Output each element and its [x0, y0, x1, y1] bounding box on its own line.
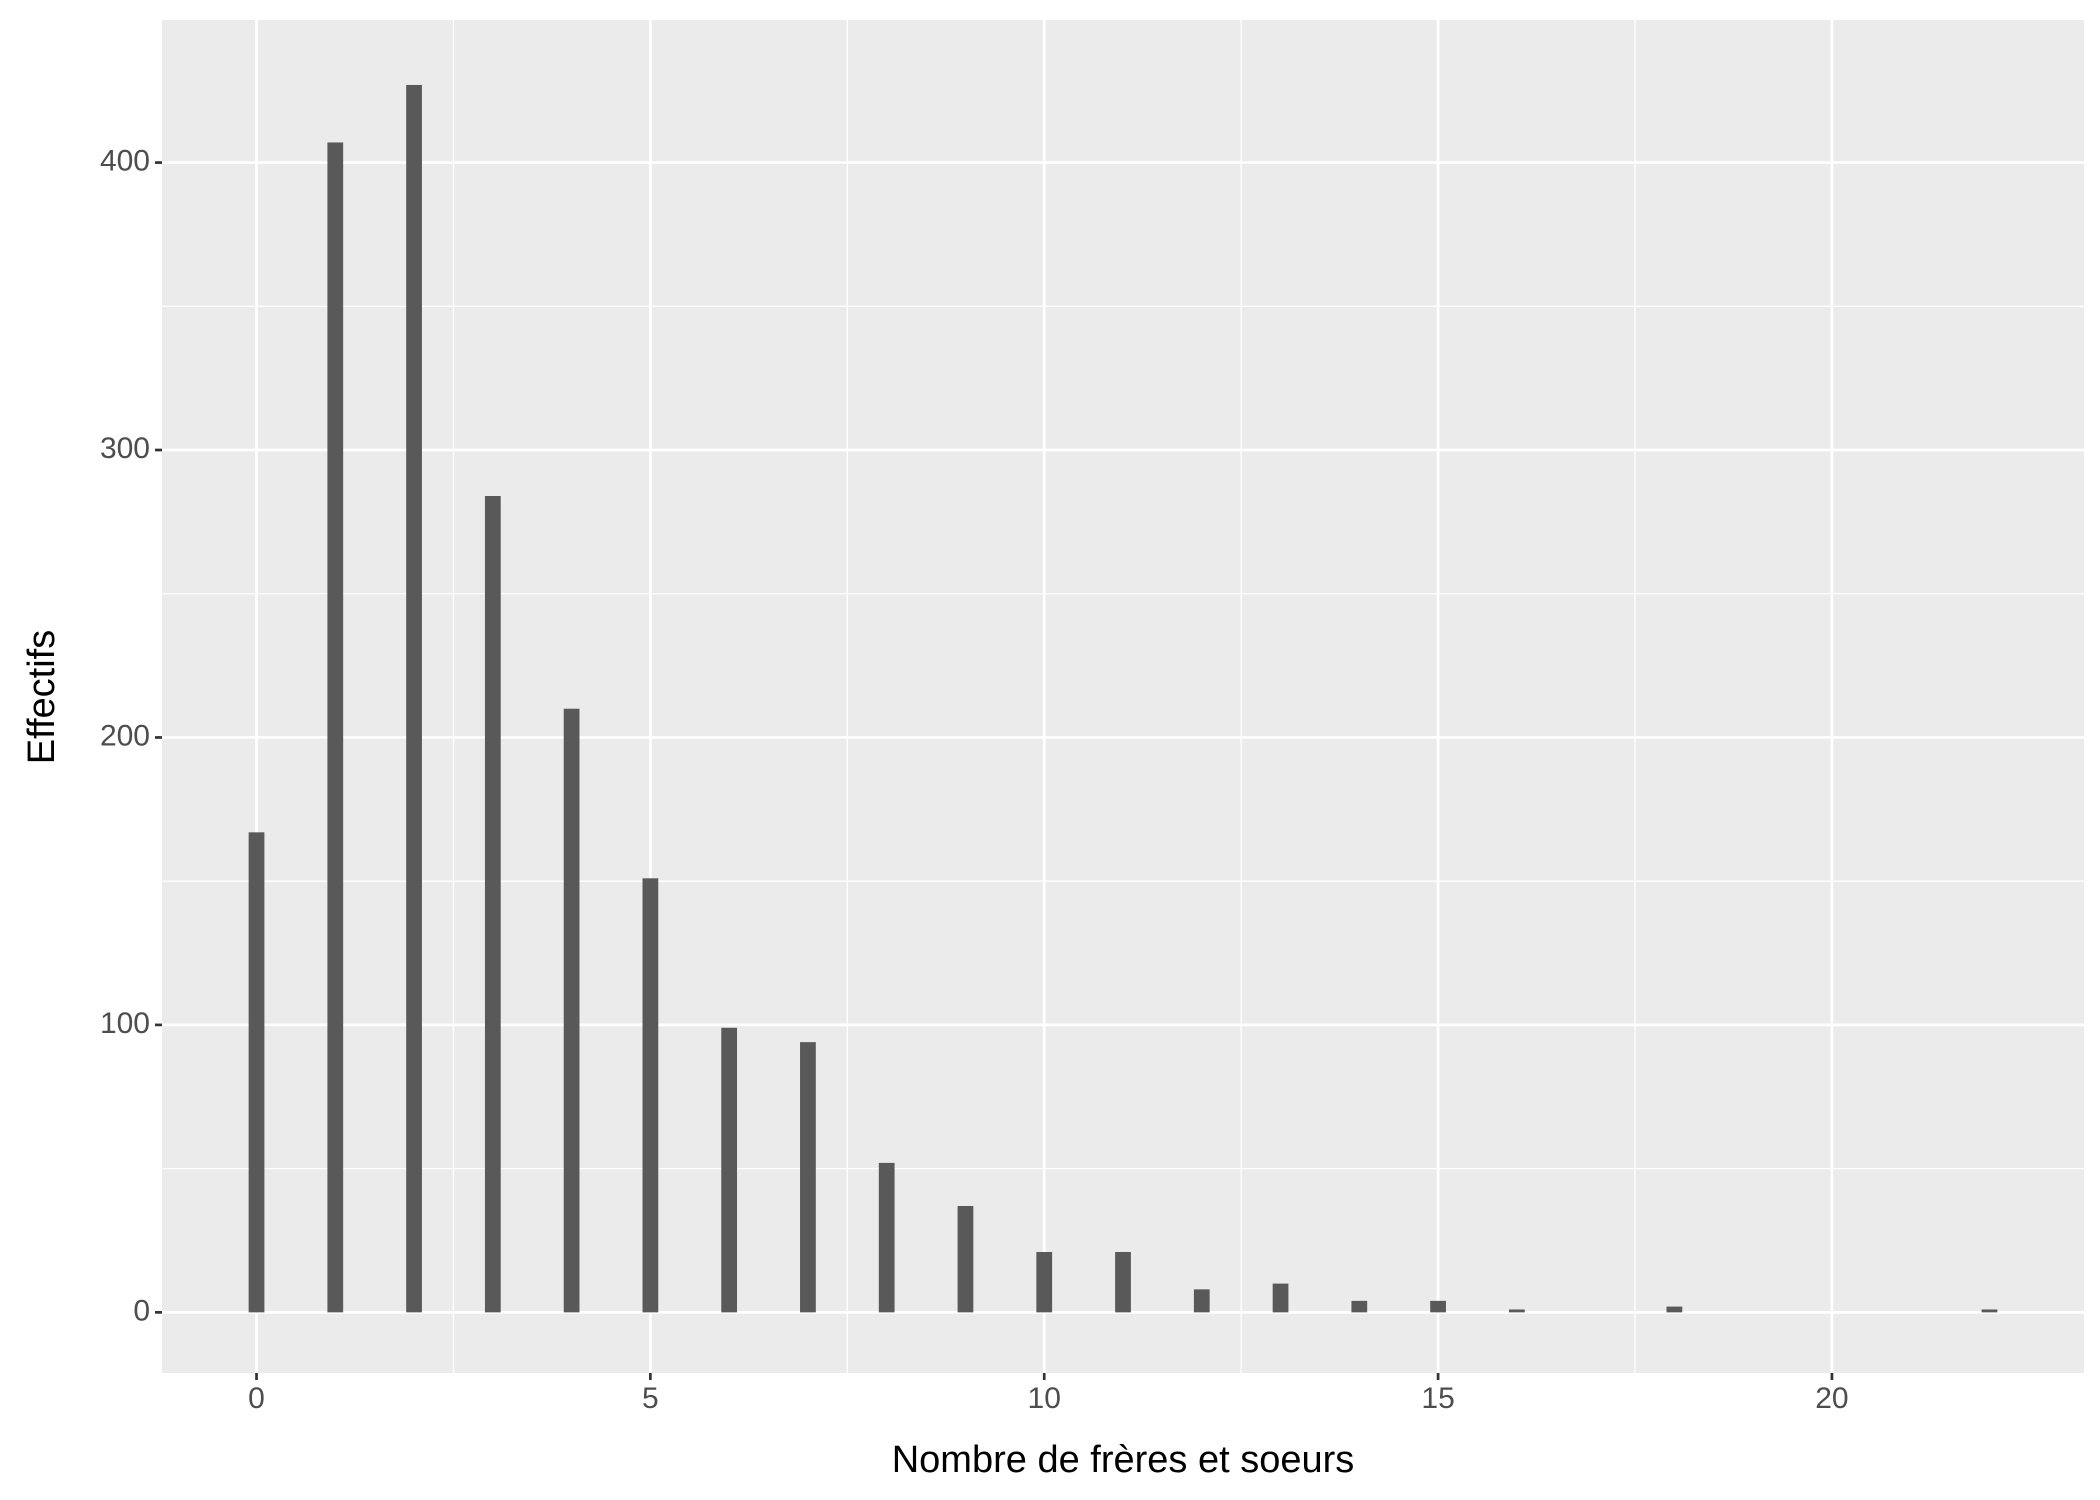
- y-tick-label: 300: [100, 432, 150, 465]
- bar: [878, 1162, 895, 1313]
- y-tick-label: 200: [100, 719, 150, 752]
- bar: [1508, 1309, 1525, 1313]
- bar: [563, 708, 580, 1313]
- x-tick-label: 15: [1421, 1382, 1454, 1415]
- bar: [484, 496, 501, 1313]
- bar: [406, 84, 422, 1313]
- x-tick-label: 0: [248, 1382, 265, 1415]
- bar: [1666, 1306, 1683, 1313]
- x-tick-label: 10: [1028, 1382, 1061, 1415]
- x-axis-title: Nombre de frères et soeurs: [892, 1439, 1355, 1481]
- bar: [1115, 1251, 1131, 1313]
- bar: [1430, 1300, 1446, 1313]
- y-tick-label: 100: [100, 1007, 150, 1040]
- bar: [1036, 1251, 1053, 1313]
- y-tick-label: 400: [100, 144, 150, 177]
- panel: [162, 20, 2084, 1373]
- bar: [642, 878, 659, 1313]
- x-tick-label: 20: [1815, 1382, 1848, 1415]
- bar: [1193, 1289, 1210, 1313]
- bar: [327, 142, 344, 1313]
- bar: [957, 1205, 974, 1313]
- y-tick-label: 0: [133, 1294, 150, 1327]
- bar: [721, 1027, 738, 1313]
- y-axis-title: Effectifs: [21, 630, 63, 764]
- x-tick-label: 5: [642, 1382, 659, 1415]
- bar: [248, 832, 265, 1313]
- bar: [800, 1042, 816, 1313]
- bar: [1351, 1300, 1368, 1313]
- bar: [1272, 1283, 1289, 1313]
- bar: [1981, 1309, 1998, 1313]
